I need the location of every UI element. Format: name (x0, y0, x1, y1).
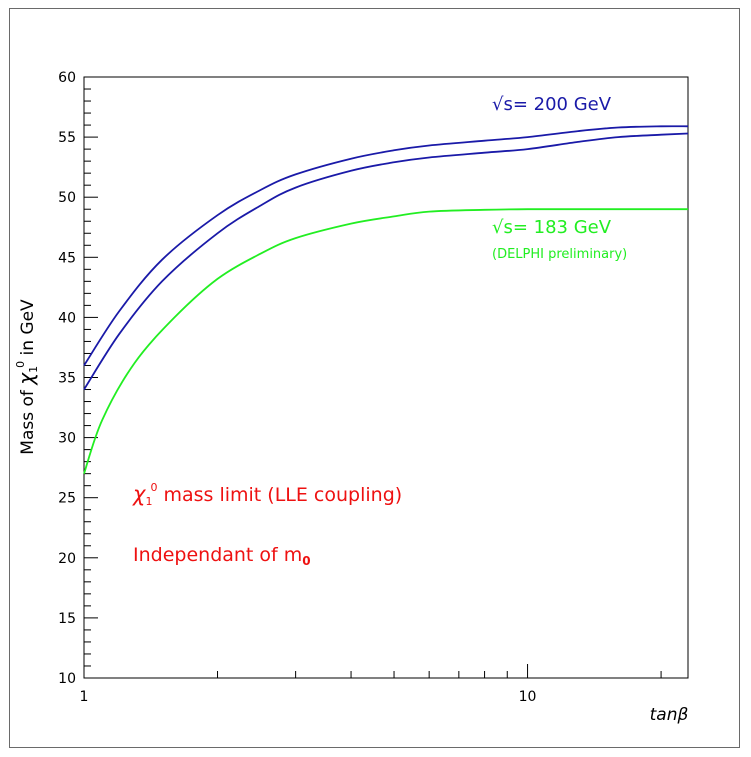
y-label-prefix: Mass of (18, 385, 38, 455)
y-tick-label: 10 (58, 671, 76, 687)
legend-delphi-note: (DELPHI preliminary) (492, 247, 627, 262)
y-tick-label: 35 (58, 371, 76, 387)
y-label-chi: χ (14, 372, 38, 386)
y-tick-label: 60 (58, 70, 76, 86)
indep-sub: 0 (302, 554, 310, 568)
y-tick-label: 40 (58, 310, 76, 326)
y-tick-label: 50 (58, 190, 76, 206)
x-tick-label: 10 (519, 689, 537, 705)
y-tick-label: 15 (58, 611, 76, 627)
y-label-suffix: in GeV (18, 299, 38, 361)
y-tick-label: 30 (58, 431, 76, 447)
series-lines (83, 125, 689, 474)
mass-limit-annotation: χ10 mass limit (LLE coupling) (132, 481, 402, 508)
limit-sub: 1 (145, 495, 152, 508)
legend-183gev: √s= 183 GeV (492, 217, 612, 238)
plot-area (83, 76, 689, 679)
independent-annotation: Independant of m0 (133, 544, 311, 568)
series-line-2 (83, 208, 688, 474)
limit-chi: χ (132, 482, 147, 506)
y-tick-label: 45 (58, 250, 76, 266)
series-line-0 (83, 125, 689, 366)
y-tick-label: 25 (58, 491, 76, 507)
series-line-1 (83, 132, 689, 390)
x-tick-label: 1 (80, 689, 89, 705)
limit-suffix: mass limit (LLE coupling) (157, 484, 402, 506)
y-tick-label: 20 (58, 551, 76, 567)
y-label-sup: 0 (14, 361, 27, 368)
legend-200gev: √s= 200 GeV (492, 94, 612, 115)
y-axis-label: Mass of χ10 in GeV (14, 299, 40, 455)
axis-ticks (83, 76, 662, 679)
figure-frame (9, 8, 740, 748)
x-axis-label: tanβ (650, 705, 689, 725)
indep-prefix: Independant of m (133, 544, 302, 566)
y-tick-label: 55 (58, 130, 76, 146)
limit-sup: 0 (150, 481, 157, 494)
y-label-sub: 1 (27, 366, 40, 373)
